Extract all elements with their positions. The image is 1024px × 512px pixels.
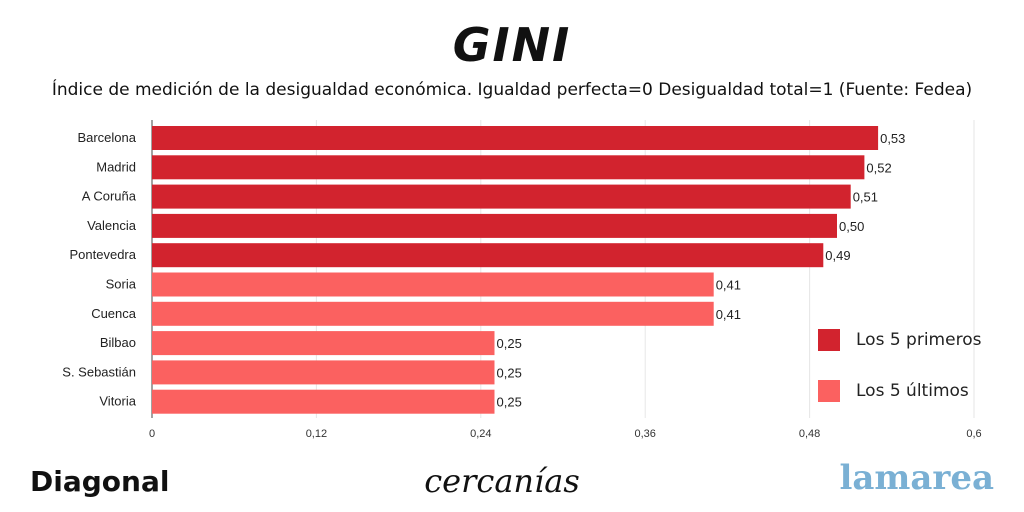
data-label: 0,49 [825,248,850,263]
legend-label-bottom5: Los 5 últimos [856,381,969,401]
bar [152,184,851,209]
cercanias-logo: cercanías [424,462,580,500]
data-label: 0,51 [853,190,878,205]
category-label: Soria [106,277,137,292]
category-label: Vitoria [99,394,136,409]
chart-subtitle: Índice de medición de la desigualdad eco… [51,80,973,100]
legend-label-top5: Los 5 primeros [856,330,982,350]
data-label: 0,50 [839,219,864,234]
data-label: 0,25 [497,365,522,380]
category-label: Barcelona [77,130,136,145]
bar [152,389,495,414]
category-label: Cuenca [91,306,137,321]
category-label: S. Sebastián [62,364,136,379]
x-tick-label: 0,24 [470,428,491,440]
bar [152,155,865,180]
legend-swatch-bottom5 [818,380,840,402]
bar [152,331,495,356]
bar [152,126,879,150]
diagonal-logo: Diagonal [30,465,170,498]
legend-item-bottom5: Los 5 últimos [818,380,969,402]
x-tick-label: 0 [149,428,155,440]
bar [152,301,714,326]
bar [152,272,714,297]
bar [152,243,824,268]
lamarea-logo: lamarea [839,458,994,498]
x-tick-label: 0,12 [306,428,327,440]
category-label: Bilbao [100,335,136,350]
x-tick-label: 0,36 [634,428,655,440]
category-label: Valencia [87,218,137,233]
x-tick-label: 0,6 [966,428,981,440]
bar [152,213,837,238]
category-label: A Coruña [82,189,137,204]
legend-item-top5: Los 5 primeros [818,329,981,351]
data-label: 0,41 [716,278,741,293]
legend-swatch-top5 [818,329,840,351]
data-label: 0,41 [716,307,741,322]
category-label: Madrid [96,159,136,174]
bar [152,360,495,385]
chart-title: GINI [452,18,572,72]
x-tick-label: 0,48 [799,428,820,440]
data-label: 0,25 [497,395,522,410]
data-label: 0,53 [880,131,905,146]
category-label: Pontevedra [70,247,137,262]
data-label: 0,25 [497,336,522,351]
data-label: 0,52 [866,160,891,175]
